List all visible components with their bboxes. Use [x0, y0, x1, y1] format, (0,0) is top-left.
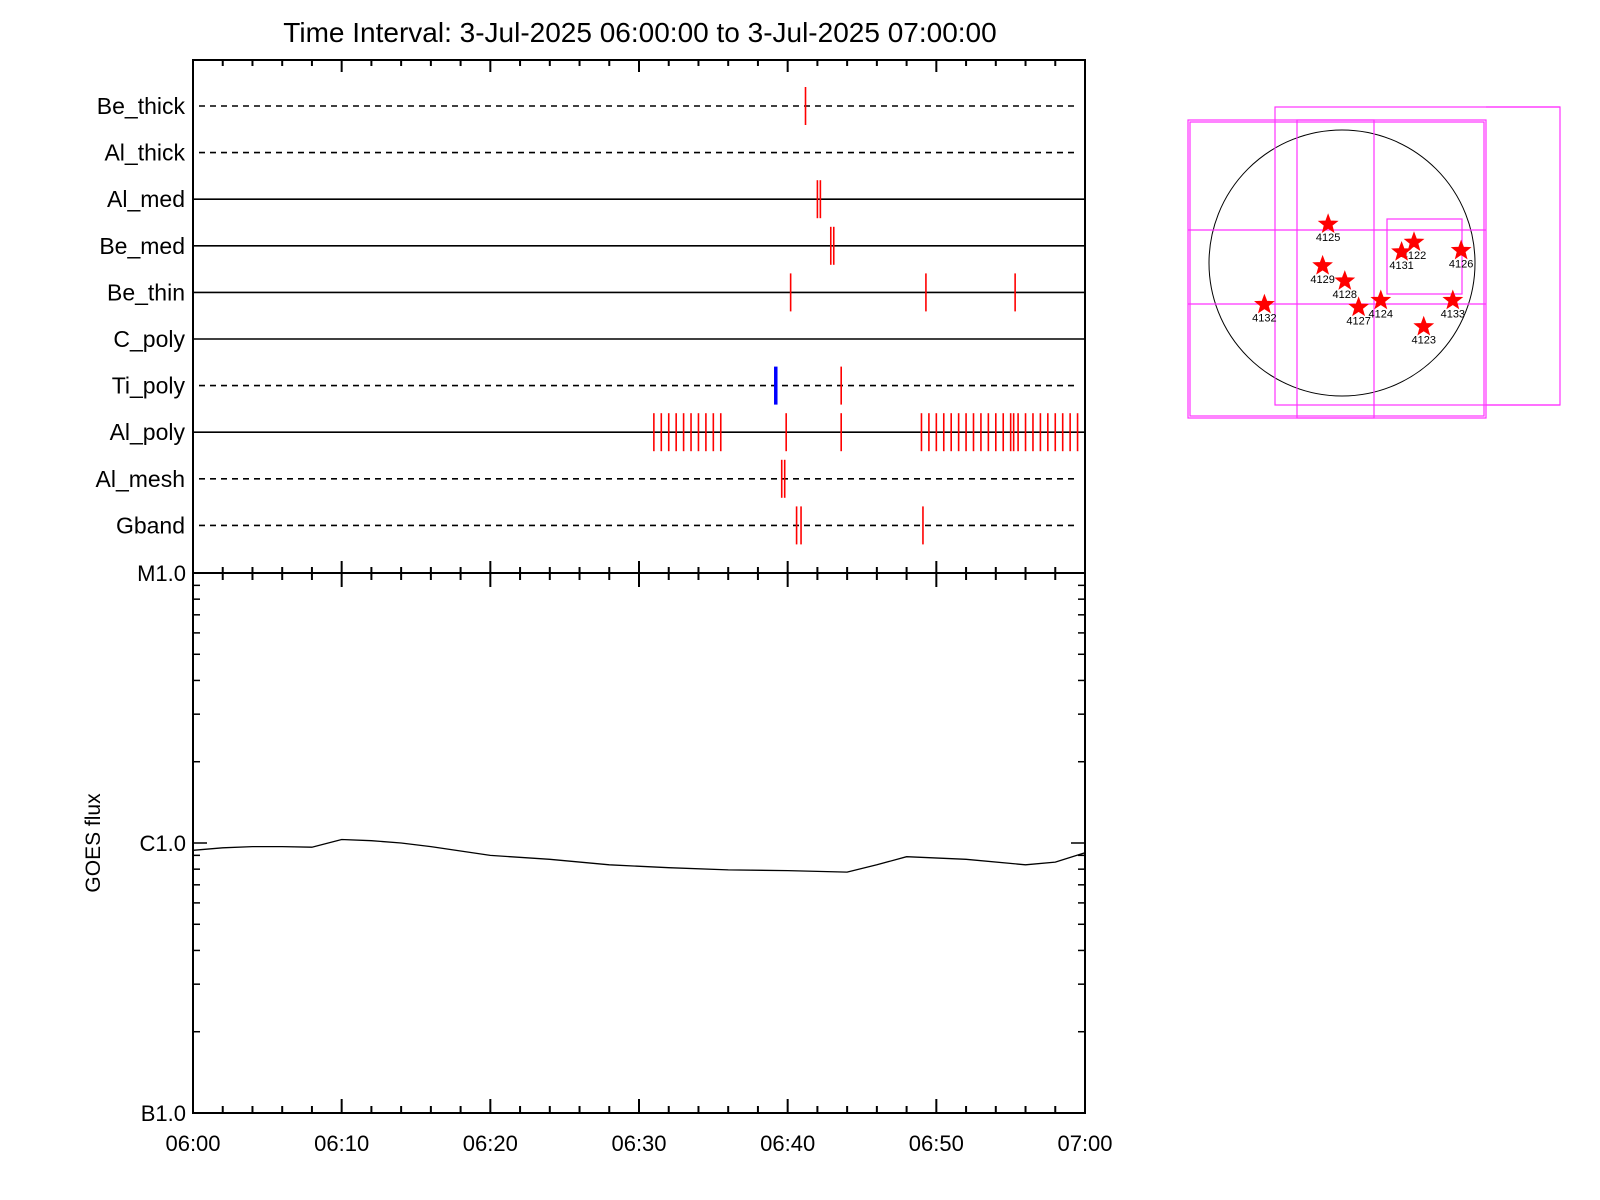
fov-box	[1296, 119, 1375, 419]
active-region-star	[1348, 296, 1370, 317]
timeline-row-label: C_poly	[113, 326, 185, 352]
active-region-label: 4123	[1411, 335, 1435, 347]
goes-y-tick-label: C1.0	[140, 831, 186, 856]
fov-box	[1386, 218, 1463, 295]
timeline-row-label: Al_med	[107, 186, 185, 212]
active-region-star	[1312, 254, 1333, 275]
timeline-row-label: Al_thick	[104, 140, 185, 166]
active-region-star	[1391, 240, 1412, 261]
timeline-row-label: Be_thin	[107, 279, 185, 305]
solar-disk-limb	[1208, 129, 1476, 397]
goes-y-axis-label: GOES flux	[82, 793, 105, 893]
active-region-label: 4133	[1441, 308, 1465, 320]
active-region-star	[1317, 213, 1339, 234]
goes-x-tick-label: 06:00	[165, 1131, 220, 1156]
active-region-label: 4129	[1310, 274, 1334, 286]
timeline-row-label: Ti_poly	[112, 373, 186, 399]
goes-x-tick-label: 06:30	[611, 1131, 666, 1156]
active-region-star	[1450, 239, 1472, 260]
active-region-label: 4124	[1369, 308, 1393, 320]
timeline-panel: Be_thick Al_thick Al_med Be_med Be_thin C_pol…	[96, 59, 1086, 574]
active-region-label: 4125	[1316, 232, 1340, 244]
timeline-row-label: Al_mesh	[96, 466, 185, 492]
goes-y-tick-label: M1.0	[137, 561, 186, 586]
timeline-row-label: Gband	[116, 512, 185, 538]
fov-box	[1189, 121, 1485, 417]
active-region-star	[1370, 289, 1392, 310]
timeline-row-label: Be_med	[99, 233, 185, 259]
chart-title: Time Interval: 3-Jul-2025 06:00:00 to 3-…	[283, 17, 996, 48]
fov-box	[1187, 119, 1487, 419]
active-region-label: 4122	[1402, 250, 1426, 262]
active-region-label: 4128	[1333, 289, 1357, 301]
active-region-label: 4127	[1346, 315, 1370, 327]
active-region-label: 4132	[1252, 313, 1276, 325]
active-region-star	[1413, 315, 1435, 336]
goes-y-tick-label: B1.0	[141, 1101, 186, 1126]
goes-flux-panel: B1.0 C1.0 M1.0 06:00 06:10 06:20 06:30 06:40 06:…	[82, 561, 1113, 1156]
goes-x-tick-label: 06:20	[463, 1131, 518, 1156]
active-region-label: 4131	[1389, 260, 1413, 272]
timeline-frame	[192, 59, 1086, 574]
goes-x-tick-label: 07:00	[1057, 1131, 1112, 1156]
active-region-star	[1403, 231, 1425, 252]
goes-x-tick-label: 06:10	[314, 1131, 369, 1156]
fov-box	[1274, 106, 1561, 406]
timeline-row-label: Al_poly	[110, 419, 186, 445]
active-region-label: 4126	[1449, 259, 1473, 271]
goes-x-tick-label: 06:50	[909, 1131, 964, 1156]
active-region-star	[1254, 293, 1275, 314]
active-region-star	[1442, 289, 1464, 310]
goes-x-tick-label: 06:40	[760, 1131, 815, 1156]
timeline-row-label: Be_thick	[97, 93, 186, 119]
active-region-star	[1334, 270, 1356, 290]
goes-flux-line	[192, 838, 1086, 873]
